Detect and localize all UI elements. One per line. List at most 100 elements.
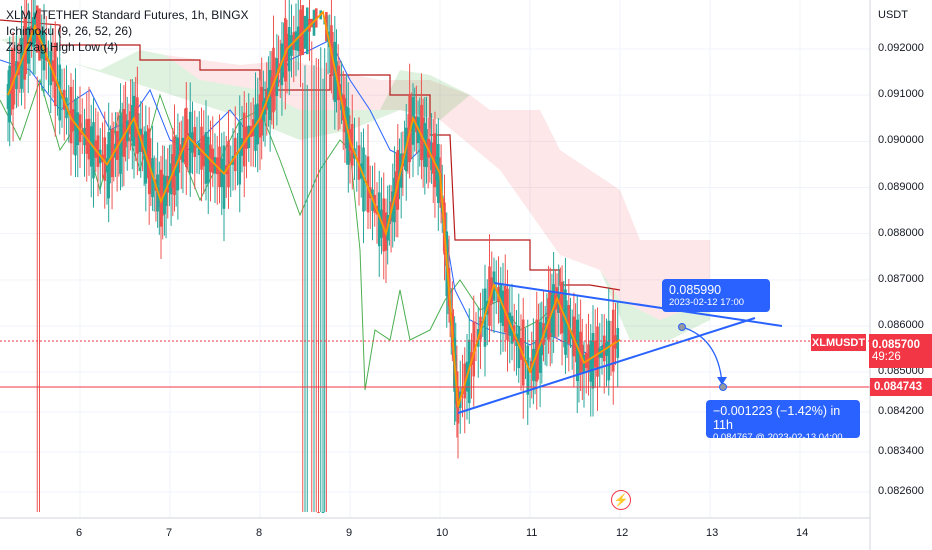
price-tick-label: 0.085000 bbox=[878, 365, 924, 377]
candle-body-306 bbox=[587, 344, 590, 373]
candle-body-189 bbox=[377, 192, 381, 247]
candle-body-40 bbox=[87, 118, 91, 160]
candle-body-121 bbox=[242, 112, 246, 167]
time-tick-label: 11 bbox=[526, 527, 538, 539]
candle-body-1 bbox=[8, 65, 11, 123]
projection-arrowhead bbox=[717, 377, 727, 385]
candle-body-160 bbox=[321, 512, 325, 513]
candle-body-8 bbox=[20, 37, 23, 89]
candle-body-119 bbox=[238, 121, 242, 185]
candle-body-127 bbox=[256, 103, 260, 145]
candle-body-153 bbox=[305, 7, 309, 55]
price-tick-label: 0.091000 bbox=[878, 88, 924, 101]
candle-body-35 bbox=[76, 112, 80, 146]
candle-body-0 bbox=[6, 84, 10, 110]
time-tick-label: 12 bbox=[616, 527, 629, 539]
triangle-lower-line bbox=[457, 317, 756, 414]
price-tick-label: 0.090000 bbox=[878, 134, 924, 147]
price-tick-label: 0.089000 bbox=[878, 180, 924, 193]
triangle-upper-line bbox=[493, 282, 783, 327]
legend-ichimoku[interactable]: Ichimoku (9, 26, 52, 26) bbox=[6, 24, 133, 38]
candle-body-110 bbox=[218, 146, 221, 188]
candle-body-261 bbox=[503, 285, 507, 333]
time-tick-label: 9 bbox=[346, 527, 353, 539]
candle-body-136 bbox=[272, 47, 275, 113]
candle-body-293 bbox=[564, 289, 567, 355]
price-tick-label: 0.084200 bbox=[878, 405, 924, 417]
candle-body-111 bbox=[220, 158, 224, 188]
candle-body-300 bbox=[575, 319, 579, 382]
candle-body-106 bbox=[209, 144, 212, 172]
candle-body-158 bbox=[317, 512, 320, 513]
price-tick-label: 0.092000 bbox=[878, 42, 924, 54]
candle-body-73 bbox=[147, 128, 151, 195]
candle-body-41 bbox=[89, 126, 93, 167]
time-tick-label: 6 bbox=[76, 527, 83, 539]
candle-body-291 bbox=[560, 281, 564, 334]
top-callout-price: 0.085990 bbox=[669, 283, 722, 297]
candle-body-223 bbox=[437, 143, 440, 203]
candle-body-129 bbox=[260, 86, 263, 136]
candle-body-308 bbox=[591, 332, 595, 389]
lightning-icon[interactable]: ⚡ bbox=[611, 490, 631, 510]
candle-body-44 bbox=[96, 135, 100, 167]
candle-body-107 bbox=[211, 148, 215, 173]
candle-body-80 bbox=[159, 169, 163, 227]
candle-body-254 bbox=[488, 266, 491, 326]
price-axis-currency: USDT bbox=[878, 9, 908, 21]
candle-body-152 bbox=[303, 15, 307, 49]
candle-body-150 bbox=[299, 9, 302, 56]
candle-body-144 bbox=[285, 33, 289, 62]
candle-body-25 bbox=[53, 42, 57, 106]
candle-body-269 bbox=[521, 319, 525, 386]
candle-body-216 bbox=[425, 129, 428, 168]
projection-start-point bbox=[678, 323, 686, 331]
candle-body-215 bbox=[423, 123, 427, 167]
candle-body-214 bbox=[421, 117, 425, 157]
candle-body-149 bbox=[296, 26, 300, 52]
chart-legend: XLM / TETHER Standard Futures, 1h, BINGX… bbox=[6, 7, 249, 55]
candle-body-97 bbox=[188, 111, 192, 173]
legend-zigzag[interactable]: Zig Zag High Low (4) bbox=[6, 40, 119, 54]
kijun-line bbox=[0, 19, 621, 291]
candle-body-117 bbox=[233, 137, 237, 172]
symbol-price-tag: XLMUSDT 0.085700 49:26 bbox=[811, 334, 932, 368]
candle-body-286 bbox=[552, 284, 555, 337]
candle-body-34 bbox=[74, 98, 77, 156]
support-price-value: 0.084743 bbox=[874, 381, 922, 393]
candle-body-143 bbox=[284, 18, 287, 82]
candle-body-18 bbox=[38, 8, 41, 61]
support-price-tag: 0.084743 bbox=[870, 378, 932, 396]
candle-body-145 bbox=[287, 26, 291, 72]
projection-change: −0.001223 (−1.42%) in 11h bbox=[713, 404, 841, 432]
projection-callout[interactable]: −0.001223 (−1.42%) in 11h 0.084767 @ 202… bbox=[706, 400, 860, 443]
candle-body-267 bbox=[517, 325, 521, 369]
candle-body-262 bbox=[506, 288, 509, 341]
projection-date: 2023-02-13 04:00 bbox=[767, 432, 843, 443]
candle-body-102 bbox=[200, 126, 203, 170]
projection-arrow bbox=[681, 326, 723, 384]
candle-body-42 bbox=[92, 122, 95, 179]
price-tick-label: 0.087000 bbox=[878, 272, 924, 285]
top-price-callout[interactable]: 0.085990 2023-02-12 17:00 bbox=[662, 279, 770, 312]
candle-body-184 bbox=[366, 156, 370, 213]
price-tick-label: 0.082600 bbox=[878, 485, 924, 497]
time-tick-label: 7 bbox=[166, 527, 173, 539]
candle-body-112 bbox=[222, 145, 226, 209]
candle-body-90 bbox=[176, 137, 180, 191]
time-tick-label: 10 bbox=[436, 527, 449, 539]
symbol-tag-countdown: 49:26 bbox=[872, 351, 901, 363]
candle-body-57 bbox=[120, 124, 124, 157]
candle-body-51 bbox=[110, 129, 114, 178]
candle-body-315 bbox=[607, 320, 611, 381]
candle-body-191 bbox=[382, 198, 386, 252]
candle-body-276 bbox=[535, 319, 539, 382]
candle-body-151 bbox=[301, 5, 305, 56]
candle-body-58 bbox=[122, 109, 126, 157]
candle-body-49 bbox=[107, 132, 110, 199]
price-tick-label: 0.083400 bbox=[878, 445, 924, 457]
candle-body-88 bbox=[173, 136, 176, 195]
projection-price: 0.084767 bbox=[713, 432, 753, 443]
